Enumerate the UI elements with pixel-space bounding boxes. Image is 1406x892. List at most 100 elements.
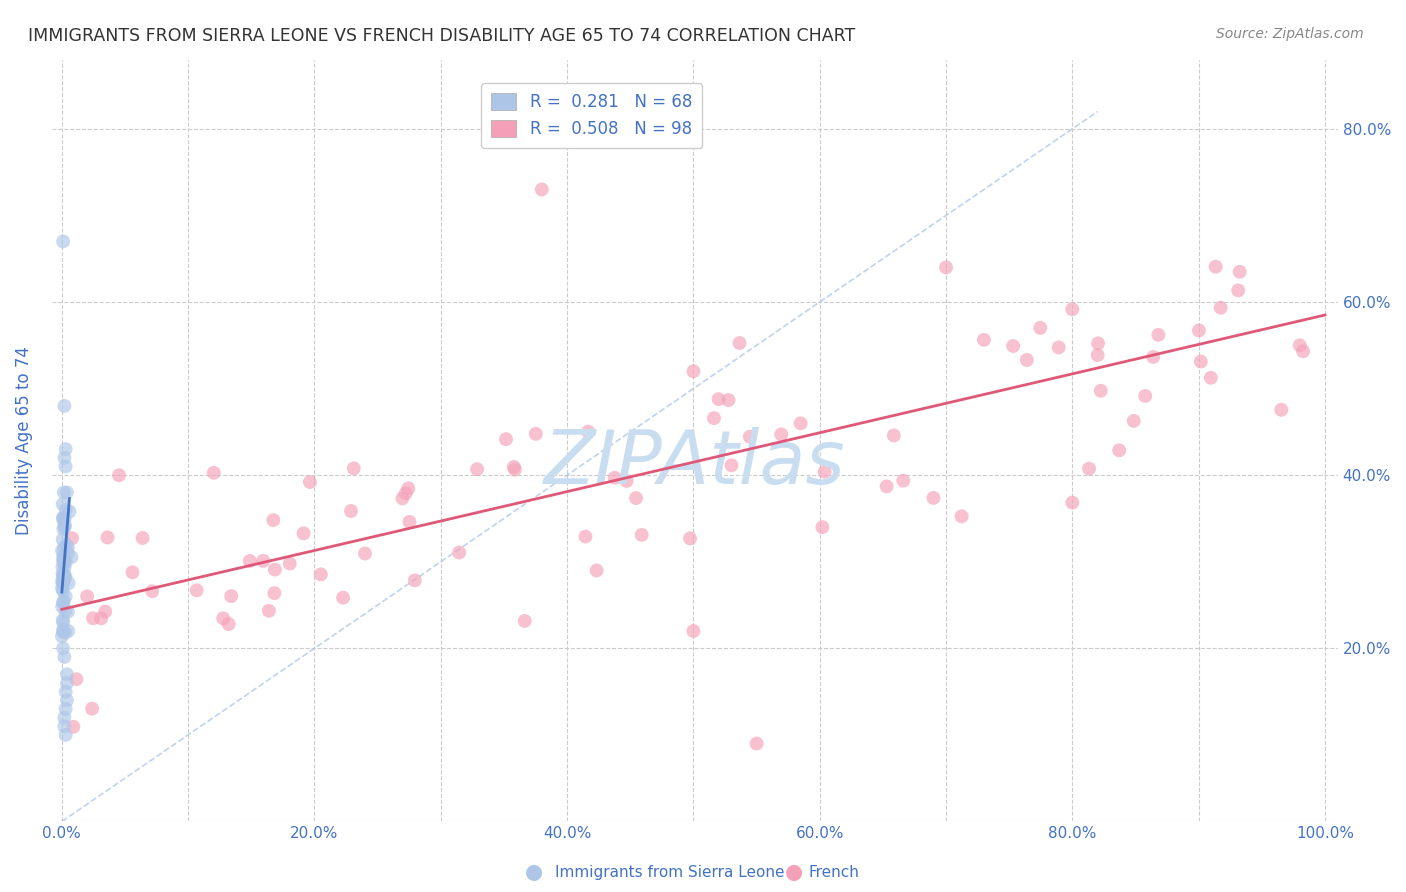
Point [51,599,73,614]
Text: ●: ● [786,863,803,882]
Point [52,554,75,568]
Point [51,566,73,581]
Point [717,393,740,408]
Point [53,719,76,733]
Point [624,491,647,505]
Point [1078,461,1101,475]
Point [82,611,104,625]
Point [682,624,704,638]
Point [1122,414,1144,428]
Point [876,479,898,493]
Point [51,574,73,588]
Point [576,425,599,439]
Point [1270,402,1292,417]
Point [52,555,75,569]
Point [1087,336,1109,351]
Point [52,522,75,536]
Point [55,684,77,698]
Point [630,528,652,542]
Point [80,701,103,715]
Point [1292,344,1315,359]
Point [53,520,76,534]
Text: Immigrants from Sierra Leone: Immigrants from Sierra Leone [555,865,785,880]
Point [58,576,80,591]
Point [55,702,77,716]
Point [707,392,730,406]
Point [53,399,76,413]
Point [495,432,517,446]
Point [891,474,914,488]
Point [332,591,354,605]
Point [398,515,420,529]
Point [56,485,79,500]
Point [1090,384,1112,398]
Point [278,557,301,571]
Point [96,531,118,545]
Point [52,514,75,528]
Point [811,520,834,534]
Point [239,554,262,568]
Point [55,459,77,474]
Point [1062,302,1084,317]
Point [53,560,76,574]
Point [789,417,811,431]
Point [53,625,76,640]
Point [52,583,75,598]
Point [603,471,626,485]
Point [55,503,77,517]
Point [1002,339,1025,353]
Point [1227,284,1250,298]
Point [502,460,524,475]
Point [574,529,596,543]
Point [56,540,79,554]
Point [52,574,75,588]
Point [262,513,284,527]
Point [53,604,76,618]
Point [1288,338,1310,352]
Point [131,531,153,545]
Point [186,583,208,598]
Point [745,737,768,751]
Point [1047,340,1070,354]
Y-axis label: Disability Age 65 to 74: Disability Age 65 to 74 [15,346,32,535]
Point [55,442,77,457]
Point [395,486,418,500]
Point [53,541,76,555]
Point [53,650,76,665]
Point [55,555,77,569]
Point [52,623,75,637]
Point [62,720,84,734]
Point [728,336,751,351]
Point [52,594,75,608]
Point [252,554,274,568]
Point [52,574,75,588]
Point [52,641,75,656]
Point [141,584,163,599]
Text: Source: ZipAtlas.com: Source: ZipAtlas.com [1216,27,1364,41]
Point [51,629,73,643]
Point [56,693,79,707]
Point [55,570,77,584]
Point [55,590,77,604]
Point [1029,321,1052,335]
Point [513,614,536,628]
Point [52,568,75,582]
Point [679,532,702,546]
Point [218,617,240,632]
Point [814,465,837,479]
Point [51,582,73,596]
Point [52,235,75,249]
Point [1229,265,1251,279]
Point [503,462,526,476]
Point [524,426,547,441]
Point [52,510,75,524]
Point [53,518,76,533]
Point [56,605,79,619]
Point [76,590,98,604]
Point [52,595,75,609]
Point [973,333,995,347]
Point [449,545,471,559]
Point [585,564,607,578]
Text: ●: ● [526,863,543,882]
Text: French: French [808,865,859,880]
